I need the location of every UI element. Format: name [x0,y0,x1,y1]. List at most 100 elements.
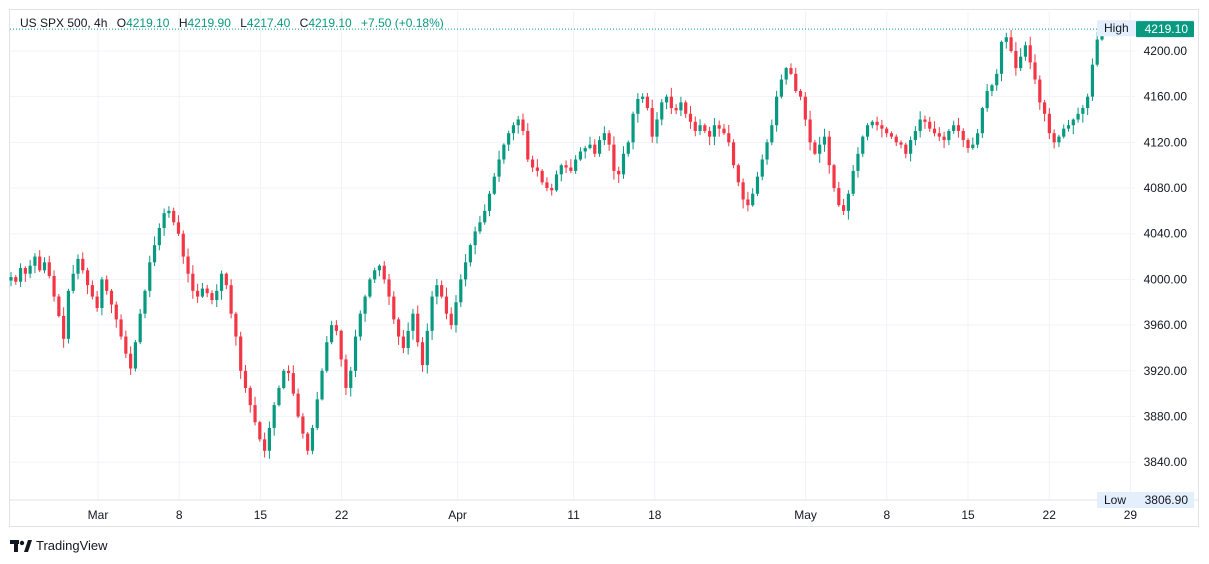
candle-body [272,405,276,428]
candle-body [215,290,219,300]
candle-body [999,41,1004,74]
candle-body [770,125,774,143]
chart-frame [9,9,1199,527]
candle-body [966,140,970,149]
candle-body [760,159,764,177]
candle-body [1004,37,1008,42]
candle-body [363,296,367,314]
candle-body [961,130,965,141]
candle-body [253,405,257,423]
candle-body [727,133,731,143]
candle-body [650,108,654,137]
candle-body [708,130,712,137]
candle-body [1042,102,1047,114]
candle-body [334,325,338,331]
candle-body [928,121,932,129]
candle-body [736,165,740,183]
low-marker-label: Low [1104,493,1126,507]
candle-body [808,119,812,143]
candle-body [564,165,568,168]
candle-body [971,144,975,149]
candle-body [597,140,602,154]
candle-body [1057,136,1061,143]
candle-body [669,96,673,109]
tradingview-brand[interactable]: TradingView [10,538,108,553]
candle-body [306,433,310,451]
x-tick-label: 8 [176,508,183,522]
candle-body [119,319,123,337]
candle-body [344,359,348,388]
candle-body [530,159,535,168]
candle-body [1066,125,1071,129]
candle-body [664,96,669,103]
candle-body [176,222,181,234]
candle-body [200,288,205,297]
candle-body [38,256,42,271]
candle-body [856,153,860,171]
candle-body [602,133,606,141]
candle-body [1090,64,1095,97]
candle-body [186,256,190,274]
candle-body [889,133,894,137]
symbol-title[interactable]: US SPX 500, 4h [20,16,108,30]
candle-body [138,313,142,343]
candle-body [1028,45,1032,63]
candle-body [310,427,315,451]
candle-body [473,231,477,246]
candle-body [181,233,185,257]
close-value: 4219.10 [308,16,352,30]
last-price-badge [1136,21,1194,38]
x-tick-label: 15 [961,508,975,522]
candle-body [368,279,372,297]
candle-body [28,265,32,274]
candle-body [765,142,769,160]
candle-body [913,130,917,141]
candle-body [502,144,506,160]
candle-body [1062,128,1066,137]
candle-body [583,148,587,152]
x-tick-label: 11 [567,508,580,522]
candle-body [353,336,358,371]
candle-body [95,296,99,308]
y-tick-label: 4040.00 [1144,227,1188,241]
x-tick-label: May [794,508,817,522]
candle-body [516,119,520,126]
candle-body [626,142,630,154]
candle-body [301,416,305,434]
candle-body [349,370,353,388]
candle-body [842,205,846,211]
candle-body [803,96,807,120]
candle-body [9,277,13,281]
x-tick-label: 18 [648,508,662,522]
candle-body [540,170,544,183]
candle-body [291,373,295,394]
candle-body [478,222,482,232]
candle-body [196,290,200,297]
low-label: L [240,16,247,30]
candle-body [751,193,755,206]
candle-body [574,159,578,171]
candle-body [416,313,420,343]
candle-body [621,153,626,175]
candle-body [980,108,984,134]
y-tick-label: 3840.00 [1144,455,1188,469]
candle-body [282,370,286,388]
candle-body [444,296,449,314]
candle-body [688,113,693,122]
candle-body [105,279,109,291]
candle-body [1033,62,1037,80]
x-tick-label: 29 [1124,508,1138,522]
candle-body [325,342,329,371]
candle-body [636,98,640,114]
candle-body [827,136,831,166]
candle-body [449,313,453,326]
candle-body [47,262,51,277]
candle-body [157,228,161,246]
candle-body [1081,108,1085,114]
candle-body [731,142,736,166]
x-tick-label: 8 [883,508,890,522]
candle-body [1095,39,1099,65]
candle-body [411,313,415,331]
candle-body [641,96,645,99]
